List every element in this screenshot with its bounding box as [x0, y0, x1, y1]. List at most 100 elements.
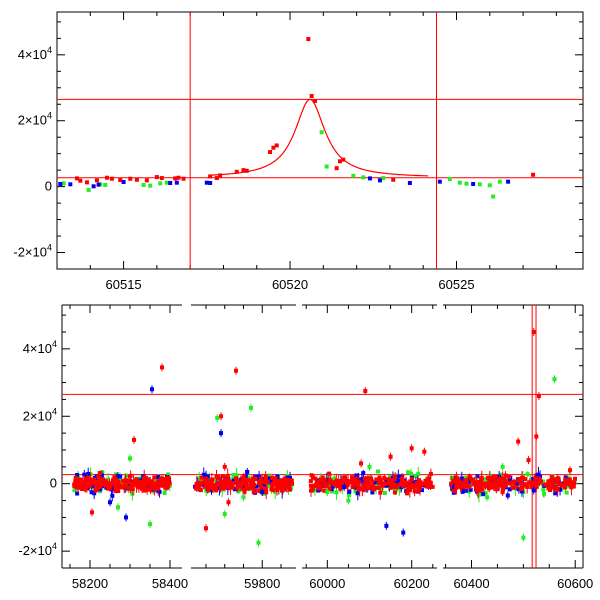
cluster-point-red [387, 479, 392, 484]
y-tick-exponent: 4 [47, 111, 52, 121]
cluster-point-blue [459, 476, 464, 481]
cluster-point-red [408, 479, 413, 484]
cluster-point-red [108, 484, 113, 489]
cluster-point-red [423, 478, 428, 483]
outlier-point-blue [108, 500, 112, 505]
cluster-point-red [573, 476, 578, 481]
cluster-point-red [498, 477, 503, 482]
cluster-point-blue [329, 487, 334, 492]
cluster-point-red [253, 489, 258, 494]
cluster-point-red [342, 478, 347, 483]
cluster-point-red [512, 479, 517, 484]
cluster-point-red [544, 482, 549, 487]
data-point-green [86, 187, 91, 192]
cluster-point-green [330, 489, 335, 494]
cluster-point-red [284, 484, 289, 489]
cluster-point-red [123, 479, 128, 484]
cluster-point-blue [468, 487, 473, 492]
cluster-point-green [213, 477, 218, 482]
cluster-point-red [317, 479, 322, 484]
cluster-point-blue [361, 471, 366, 476]
cluster-point-red [164, 480, 169, 485]
cluster-point-red [142, 475, 147, 480]
cluster-point-red [533, 476, 538, 481]
outlier-point-red [534, 434, 539, 439]
cluster-point-green [287, 481, 292, 486]
cluster-point-red [225, 474, 230, 479]
cluster-point-red [259, 476, 264, 481]
cluster-point-blue [288, 475, 293, 480]
cluster-point-red [72, 482, 77, 487]
cluster-point-red [493, 483, 498, 488]
y-tick-exponent: 4 [52, 406, 57, 416]
y-tick-mantissa: 2×10 [18, 113, 47, 128]
outlier-point-red [90, 510, 94, 515]
cluster-point-red [372, 487, 377, 492]
data-point-blue [208, 181, 213, 186]
outlier-point-blue [342, 485, 347, 490]
data-point-red [337, 159, 342, 164]
cluster-point-red [501, 477, 506, 482]
cluster-point-red [350, 485, 355, 490]
cluster-point-green [525, 472, 530, 477]
cluster-point-green [197, 476, 202, 481]
cluster-point-red [207, 485, 212, 490]
cluster-point-red [155, 485, 160, 490]
cluster-point-red [214, 474, 219, 479]
cluster-point-red [356, 486, 361, 491]
outlier-point-green [552, 377, 557, 382]
cluster-point-red [362, 482, 367, 487]
cluster-point-red [195, 481, 200, 486]
cluster-point-red [422, 481, 427, 486]
data-point-green [351, 173, 356, 178]
cluster-point-green [388, 474, 393, 479]
cluster-point-red [198, 488, 203, 493]
outlier-point-green [346, 498, 351, 503]
y-tick-mantissa: 2×10 [23, 408, 52, 423]
cluster-point-red [132, 481, 137, 486]
cluster-point-red [257, 488, 262, 493]
cluster-point-red [414, 480, 419, 485]
cluster-point-red [287, 484, 292, 489]
data-point-green [381, 176, 386, 181]
y-tick-label: 4×104 [23, 339, 57, 356]
cluster-point-red [472, 481, 477, 486]
outlier-point-red [388, 454, 393, 459]
x-tick-label: 60000 [309, 576, 345, 591]
cluster-point-red [318, 486, 323, 491]
x-tick-label: 58400 [152, 576, 188, 591]
cluster-point-red [198, 481, 203, 486]
data-point-blue [204, 180, 209, 185]
cluster-point-red [494, 478, 499, 483]
cluster-point-red [550, 479, 555, 484]
y-tick-mantissa: -2×10 [13, 245, 47, 260]
cluster-point-green [412, 474, 417, 479]
cluster-point-red [476, 488, 481, 493]
cluster-point-red [157, 482, 162, 487]
cluster-point-red [244, 484, 249, 489]
data-point-red [313, 98, 318, 103]
cluster-point-red [214, 488, 219, 493]
cluster-point-red [414, 484, 419, 489]
cluster-point-red [84, 482, 89, 487]
cluster-point-red [127, 474, 132, 479]
cluster-point-red [130, 487, 135, 492]
cluster-point-red [555, 487, 560, 492]
cluster-point-red [409, 476, 414, 481]
cluster-point-red [91, 477, 96, 482]
data-point-red [309, 94, 314, 99]
cluster-point-red [425, 478, 430, 483]
cluster-point-blue [450, 486, 455, 491]
cluster-point-red [99, 482, 104, 487]
cluster-point-green [480, 489, 485, 494]
cluster-point-blue [253, 474, 258, 479]
outlier-point-red [234, 368, 238, 373]
cluster-point-red [345, 482, 350, 487]
outlier-point-red [500, 490, 505, 495]
cluster-point-red [355, 481, 360, 486]
data-point-red [74, 176, 79, 181]
cluster-point-red [113, 489, 118, 494]
y-tick-label: 2×104 [23, 406, 57, 423]
cluster-point-red [113, 483, 118, 488]
cluster-point-red [241, 474, 246, 479]
